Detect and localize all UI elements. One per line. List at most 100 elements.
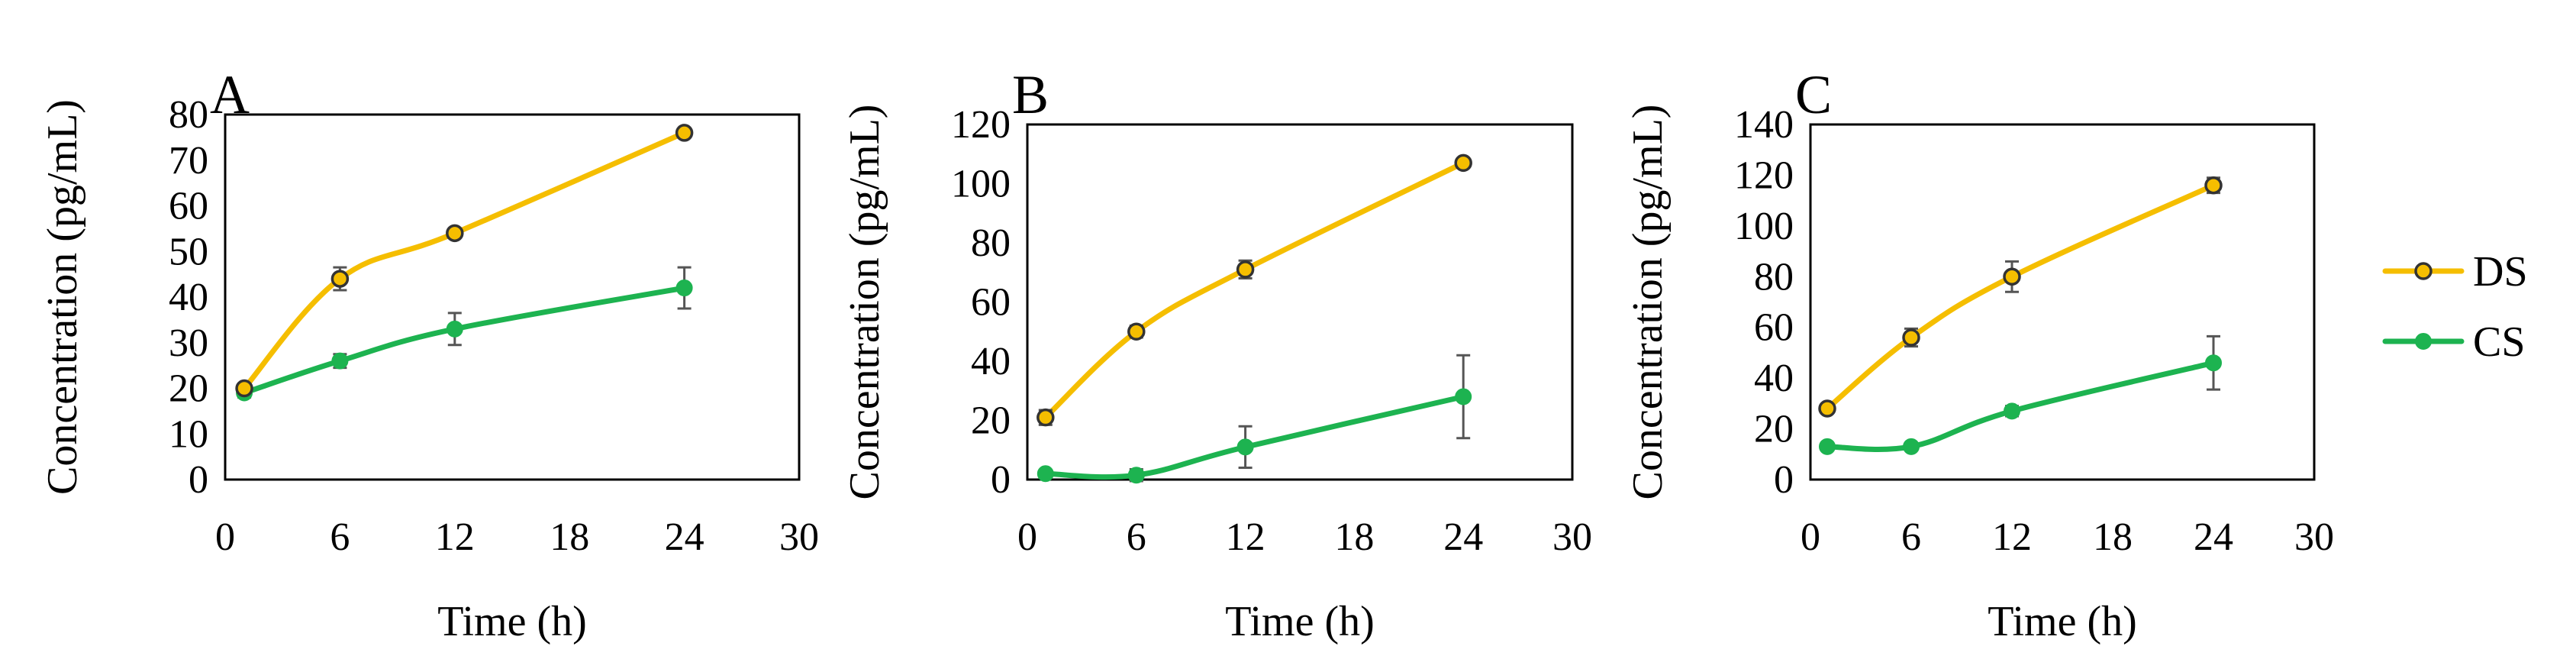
y-tick-label: 60: [1754, 306, 1794, 350]
y-tick-label: 80: [1754, 255, 1794, 299]
x-tick-label: 24: [665, 515, 704, 559]
x-tick-label: 6: [330, 515, 350, 559]
data-point: [1127, 322, 1146, 341]
panel-label: C: [1795, 64, 1832, 125]
y-tick-label: 70: [169, 139, 208, 183]
x-tick-label: 0: [215, 515, 235, 559]
data-point: [446, 320, 463, 338]
series-line: [241, 130, 688, 391]
data-point: [675, 124, 694, 142]
data-point: [235, 379, 253, 398]
panel-label: B: [1012, 64, 1049, 125]
x-tick-label: 12: [435, 515, 475, 559]
y-tick-label: 20: [971, 399, 1011, 443]
y-axis-title: Concentration (pg/mL): [39, 99, 86, 495]
x-tick-label: 18: [2093, 515, 2133, 559]
series-ds: [1037, 153, 1472, 427]
data-point: [1236, 438, 1254, 456]
x-tick-label: 0: [1017, 515, 1037, 559]
data-point: [1236, 260, 1255, 279]
y-tick-label: 120: [1734, 153, 1794, 197]
data-point: [331, 352, 349, 370]
y-tick-label: 20: [169, 367, 208, 411]
y-tick-label: 120: [951, 103, 1011, 147]
data-point: [2205, 354, 2222, 372]
data-point: [1455, 388, 1472, 405]
data-point: [2004, 402, 2020, 420]
legend-label: DS: [2473, 248, 2528, 296]
x-tick-label: 12: [1992, 515, 2032, 559]
x-tick-label: 24: [1443, 515, 1483, 559]
data-point: [1818, 399, 1836, 418]
data-point: [1037, 408, 1055, 427]
y-tick-label: 20: [1754, 408, 1794, 451]
x-tick-label: 30: [1552, 515, 1592, 559]
x-tick-label: 6: [1127, 515, 1146, 559]
series-line: [1824, 360, 2217, 453]
y-tick-label: 10: [169, 412, 208, 456]
panel-label: A: [210, 64, 250, 125]
legend-swatch-marker: [2415, 333, 2432, 350]
series-ds: [235, 124, 694, 398]
data-point: [2003, 267, 2021, 286]
y-tick-label: 100: [1734, 205, 1794, 248]
y-tick-label: 140: [1734, 103, 1794, 147]
series-ds: [1818, 176, 2223, 418]
legend-swatch-marker: [2414, 262, 2433, 280]
data-point: [2204, 176, 2223, 195]
series-cs: [1819, 334, 2222, 455]
data-point: [446, 224, 464, 243]
y-tick-label: 80: [971, 221, 1011, 265]
y-tick-label: 0: [991, 458, 1011, 502]
plot-frame: [224, 113, 801, 481]
x-axis-title: Time (h): [1988, 598, 2137, 645]
y-axis-title: Concentration (pg/mL): [841, 105, 888, 500]
data-point: [1903, 438, 1920, 455]
y-tick-label: 60: [971, 281, 1011, 325]
y-tick-label: 40: [971, 340, 1011, 383]
series-cs: [1037, 354, 1472, 484]
legend-label: CS: [2473, 318, 2526, 366]
data-point: [1454, 153, 1472, 173]
y-tick-label: 0: [1774, 458, 1794, 502]
y-tick-label: 40: [1754, 357, 1794, 400]
y-tick-label: 30: [169, 321, 208, 365]
plot-frame: [1026, 123, 1574, 481]
y-axis-title: Concentration (pg/mL): [1624, 105, 1672, 500]
series-line: [1824, 183, 2217, 412]
data-point: [1819, 438, 1836, 455]
data-point: [330, 270, 350, 288]
x-tick-label: 18: [1334, 515, 1374, 559]
x-tick-label: 30: [2294, 515, 2334, 559]
legend-item-cs: CS: [2382, 318, 2526, 366]
x-tick-label: 18: [550, 515, 589, 559]
plot-frame: [1809, 123, 2316, 481]
x-tick-label: 24: [2194, 515, 2233, 559]
x-tick-label: 6: [1901, 515, 1921, 559]
x-axis-title: Time (h): [437, 598, 587, 645]
y-tick-label: 50: [169, 230, 208, 273]
legend-item-ds: DS: [2382, 248, 2528, 296]
series-line: [1043, 160, 1466, 421]
data-point: [1037, 465, 1054, 483]
data-point: [1902, 328, 1920, 347]
y-tick-label: 60: [169, 185, 208, 228]
legend: DS CS: [2382, 248, 2528, 366]
x-axis-title: Time (h): [1225, 598, 1375, 645]
series-line: [241, 285, 688, 396]
data-point: [675, 279, 693, 297]
y-tick-label: 40: [169, 276, 208, 319]
y-tick-label: 80: [169, 93, 208, 137]
chart-panel-c: 0 20 40 60 80 100 120 140 0 6 12 18 24 30 Time (h) Conc…: [1624, 64, 2334, 645]
x-tick-label: 30: [779, 515, 819, 559]
series-line: [1043, 394, 1466, 480]
x-tick-label: 0: [1801, 515, 1820, 559]
x-tick-label: 12: [1226, 515, 1265, 559]
y-tick-label: 100: [951, 163, 1011, 206]
chart-panel-b: 0 20 40 60 80 100 120 0 6 12 18 24 30 Time (h) Concent…: [841, 64, 1592, 645]
y-tick-label: 0: [189, 458, 208, 502]
data-point: [1127, 467, 1145, 484]
